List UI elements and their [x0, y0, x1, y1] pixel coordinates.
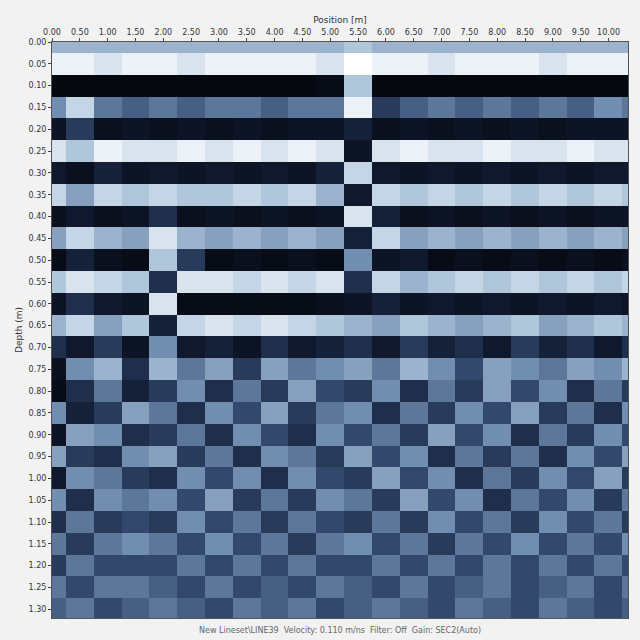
svg-text:5.50: 5.50	[349, 28, 367, 37]
svg-text:1.50: 1.50	[127, 28, 145, 37]
svg-text:0.00: 0.00	[29, 38, 47, 47]
svg-text:0.35: 0.35	[29, 191, 47, 200]
svg-text:3.00: 3.00	[210, 28, 228, 37]
svg-text:Position [m]: Position [m]	[313, 15, 367, 25]
svg-text:6.00: 6.00	[377, 28, 395, 37]
svg-text:4.50: 4.50	[294, 28, 312, 37]
svg-text:5.00: 5.00	[321, 28, 339, 37]
svg-text:1.25: 1.25	[29, 583, 47, 592]
svg-text:0.20: 0.20	[29, 125, 47, 134]
svg-text:0.60: 0.60	[29, 300, 47, 309]
svg-text:0.50: 0.50	[29, 256, 47, 265]
svg-text:1.15: 1.15	[29, 540, 47, 549]
svg-text:New Lineset\LINE39 Velocity:: New Lineset\LINE39 Velocity: 0.110 m/ns …	[199, 626, 481, 635]
svg-text:0.75: 0.75	[29, 365, 47, 374]
svg-text:0.15: 0.15	[29, 103, 47, 112]
svg-text:0.95: 0.95	[29, 452, 47, 461]
svg-text:8.00: 8.00	[488, 28, 506, 37]
svg-text:0.90: 0.90	[29, 431, 47, 440]
svg-text:9.00: 9.00	[544, 28, 562, 37]
svg-text:0.85: 0.85	[29, 409, 47, 418]
svg-text:0.65: 0.65	[29, 321, 47, 330]
svg-text:0.80: 0.80	[29, 387, 47, 396]
svg-text:0.30: 0.30	[29, 169, 47, 178]
svg-text:0.45: 0.45	[29, 234, 47, 243]
svg-text:Depth (m): Depth (m)	[14, 307, 24, 353]
svg-text:0.55: 0.55	[29, 278, 47, 287]
svg-text:2.50: 2.50	[182, 28, 200, 37]
svg-text:1.30: 1.30	[29, 605, 47, 614]
svg-text:0.25: 0.25	[29, 147, 47, 156]
svg-text:7.00: 7.00	[433, 28, 451, 37]
svg-text:2.00: 2.00	[154, 28, 172, 37]
svg-text:0.05: 0.05	[29, 60, 47, 69]
svg-text:8.50: 8.50	[516, 28, 534, 37]
svg-text:0.40: 0.40	[29, 212, 47, 221]
svg-text:9.50: 9.50	[572, 28, 590, 37]
svg-text:1.05: 1.05	[29, 496, 47, 505]
svg-text:0.50: 0.50	[71, 28, 89, 37]
svg-text:1.00: 1.00	[29, 474, 47, 483]
svg-text:1.10: 1.10	[29, 518, 47, 527]
svg-text:0.70: 0.70	[29, 343, 47, 352]
svg-text:0.00: 0.00	[43, 28, 61, 37]
svg-text:0.10: 0.10	[29, 81, 47, 90]
svg-text:1.00: 1.00	[99, 28, 117, 37]
svg-text:4.00: 4.00	[266, 28, 284, 37]
svg-text:3.50: 3.50	[238, 28, 256, 37]
svg-text:10.00: 10.00	[597, 28, 620, 37]
svg-text:7.50: 7.50	[460, 28, 478, 37]
svg-text:1.20: 1.20	[29, 561, 47, 570]
svg-text:6.50: 6.50	[405, 28, 423, 37]
